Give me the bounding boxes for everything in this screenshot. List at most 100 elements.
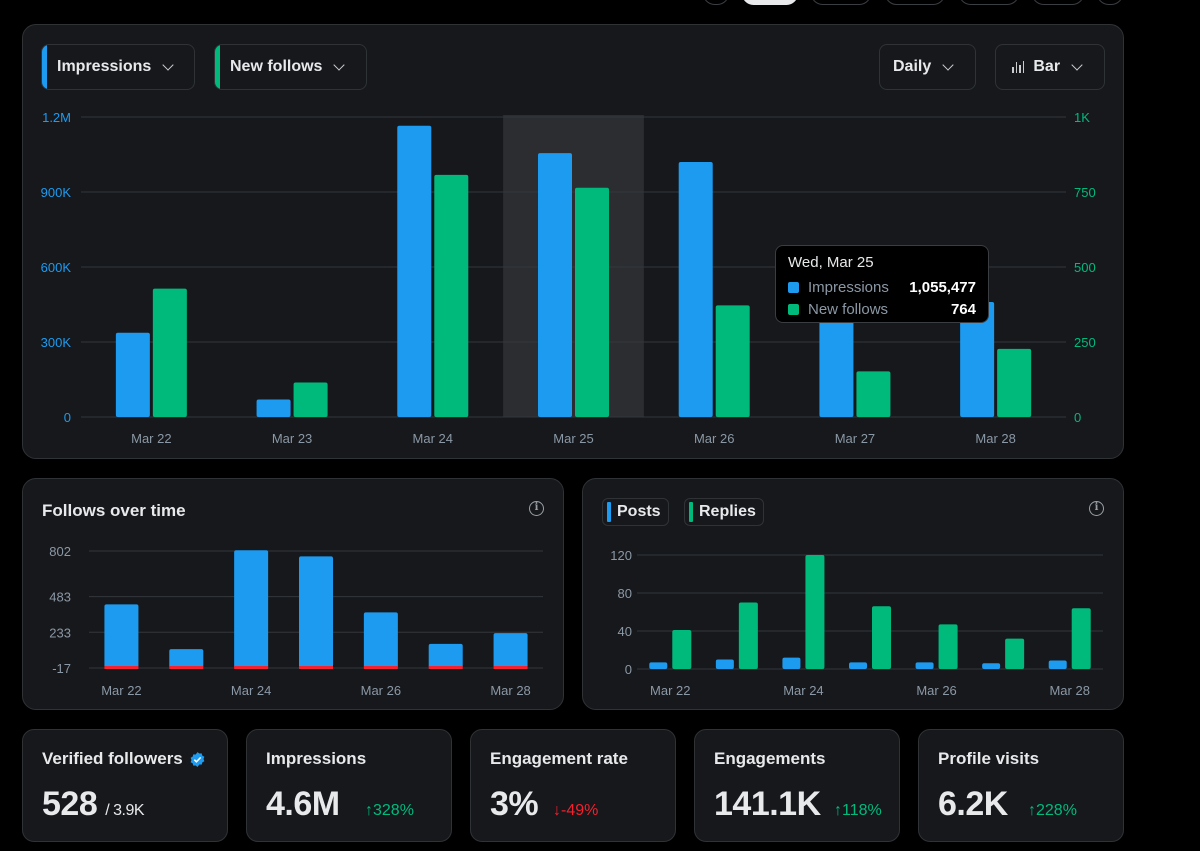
stat-sub-value: / 3.9K: [105, 802, 145, 819]
bar-posts: [782, 657, 801, 669]
bar-follows: [234, 550, 269, 668]
y-right-tick-label: 1K: [1074, 110, 1090, 125]
x-tick-label: Mar 24: [231, 683, 271, 698]
range-tab-active[interactable]: [742, 0, 798, 5]
tooltip-row-follows: New follows 764: [788, 298, 976, 320]
range-tab[interactable]: [959, 0, 1019, 5]
bar-posts: [915, 662, 934, 669]
y-left-tick-label: 900K: [41, 185, 72, 200]
range-tab[interactable]: [811, 0, 871, 5]
range-tab[interactable]: [703, 0, 729, 5]
y-tick-label: 233: [49, 625, 71, 640]
info-icon[interactable]: i: [1089, 501, 1104, 516]
metric-1-selector[interactable]: Impressions: [41, 44, 195, 90]
x-tick-label: Mar 28: [1049, 683, 1089, 698]
bar-unfollows: [428, 666, 463, 669]
bar-replies: [1071, 608, 1091, 669]
stat-label: Profile visits: [938, 749, 1040, 768]
x-tick-label: Mar 28: [975, 431, 1015, 446]
bar-impressions: [115, 332, 150, 417]
stat-card-verified-followers[interactable]: Verified followers 528 / 3.9K: [22, 729, 228, 842]
x-tick-label: Mar 27: [835, 431, 875, 446]
stat-label-text: Verified followers: [42, 749, 183, 768]
legend-swatch: [689, 502, 693, 522]
bar-impressions: [960, 302, 995, 417]
y-right-tick-label: 500: [1074, 260, 1096, 275]
stat-value: 4.6M: [266, 785, 340, 823]
metric-2-color-swatch: [215, 45, 220, 89]
stat-value: 6.2K: [938, 785, 1008, 823]
bar-follows: [428, 643, 463, 668]
y-tick-label: 80: [618, 586, 632, 601]
range-tab[interactable]: [1097, 0, 1123, 5]
range-tab[interactable]: [885, 0, 945, 5]
main-bar-chart[interactable]: 0 300K 600K 900K 1.2M 0 250 500 750 1K Mar 22 Mar 2…: [23, 25, 1123, 458]
legend-posts[interactable]: Posts: [602, 498, 669, 526]
bar-posts: [982, 663, 1001, 669]
posts-replies-card: Posts Replies i 0 40 80 120 Mar 22 Mar 24 Mar …: [582, 478, 1124, 710]
stat-delta-value: 228%: [1036, 802, 1077, 819]
bar-follows: [169, 649, 204, 668]
stat-label: Engagement rate: [490, 749, 628, 768]
tooltip-swatch: [788, 303, 799, 315]
x-tick-label: Mar 22: [101, 683, 141, 698]
y-right-tick-label: 250: [1074, 335, 1096, 350]
y-left-tick-label: 300K: [41, 335, 72, 350]
stat-label: Engagements: [714, 749, 826, 768]
metric-2-selector[interactable]: New follows: [214, 44, 367, 90]
y-right-tick-label: 0: [1074, 410, 1081, 425]
bar-follows: [104, 604, 139, 668]
legend-label: Replies: [699, 503, 756, 520]
stat-card-impressions[interactable]: Impressions 4.6M ↑328%: [246, 729, 452, 842]
bar-unfollows: [493, 666, 528, 669]
chart-type-label: Bar: [1033, 58, 1061, 75]
interval-label: Daily: [893, 58, 932, 75]
x-tick-label: Mar 26: [361, 683, 401, 698]
bar-impressions: [819, 309, 854, 417]
bar-new-follows: [293, 382, 328, 417]
legend-label: Posts: [617, 503, 661, 520]
follows-bar-chart[interactable]: -17 233 483 802 Mar 22 Mar 24 Mar 26 Mar 28: [23, 479, 563, 709]
stat-delta: ↑228%: [1028, 802, 1077, 820]
metric-1-label: Impressions: [57, 58, 152, 75]
stat-value: 141.1K: [714, 785, 821, 823]
y-tick-label: 120: [610, 548, 632, 563]
stat-delta-value: -49%: [561, 802, 599, 819]
interval-selector[interactable]: Daily: [879, 44, 976, 90]
x-tick-label: Mar 23: [272, 431, 312, 446]
arrow-up-icon: ↑: [365, 802, 373, 819]
stat-delta-value: 328%: [373, 802, 414, 819]
bar-impressions: [538, 153, 572, 418]
posts-replies-bar-chart[interactable]: 0 40 80 120 Mar 22 Mar 24 Mar 26 Mar 28: [583, 479, 1123, 709]
tooltip-swatch: [788, 281, 799, 293]
stat-card-engagements[interactable]: Engagements 141.1K ↑118%: [694, 729, 900, 842]
bar-new-follows: [434, 174, 469, 417]
chart-type-selector[interactable]: Bar: [995, 44, 1105, 90]
y-tick-label: 0: [625, 662, 632, 677]
legend-replies[interactable]: Replies: [684, 498, 764, 526]
bar-replies: [1005, 638, 1025, 669]
tooltip-row-value: 764: [950, 300, 976, 318]
stat-delta-value: 118%: [842, 802, 882, 819]
arrow-up-icon: ↑: [834, 802, 842, 819]
x-tick-label: Mar 24: [413, 431, 453, 446]
tooltip-row-label: Impressions: [808, 278, 889, 296]
x-tick-label: Mar 26: [694, 431, 734, 446]
bar-unfollows: [363, 666, 398, 669]
stat-card-engagement-rate[interactable]: Engagement rate 3% ↓-49%: [470, 729, 676, 842]
bar-replies: [872, 606, 891, 669]
follows-over-time-card: Follows over time i -17 233 483 802 Mar 22 Ma…: [22, 478, 564, 710]
bar-replies: [938, 624, 958, 669]
tooltip-date: Wed, Mar 25: [788, 254, 874, 271]
x-tick-label: Mar 24: [783, 683, 823, 698]
bar-unfollows: [169, 666, 204, 669]
info-icon[interactable]: i: [529, 501, 544, 516]
main-chart-card: Impressions New follows Daily Bar 0 300K 6…: [22, 24, 1124, 459]
chart-tooltip: Wed, Mar 25 Impressions 1,055,477 New fo…: [775, 245, 989, 323]
metric-2-label: New follows: [230, 58, 323, 75]
range-tab[interactable]: [1032, 0, 1084, 5]
stat-card-profile-visits[interactable]: Profile visits 6.2K ↑228%: [918, 729, 1124, 842]
bar-posts: [1048, 660, 1067, 669]
x-tick-label: Mar 22: [131, 431, 171, 446]
bar-unfollows: [299, 666, 333, 669]
